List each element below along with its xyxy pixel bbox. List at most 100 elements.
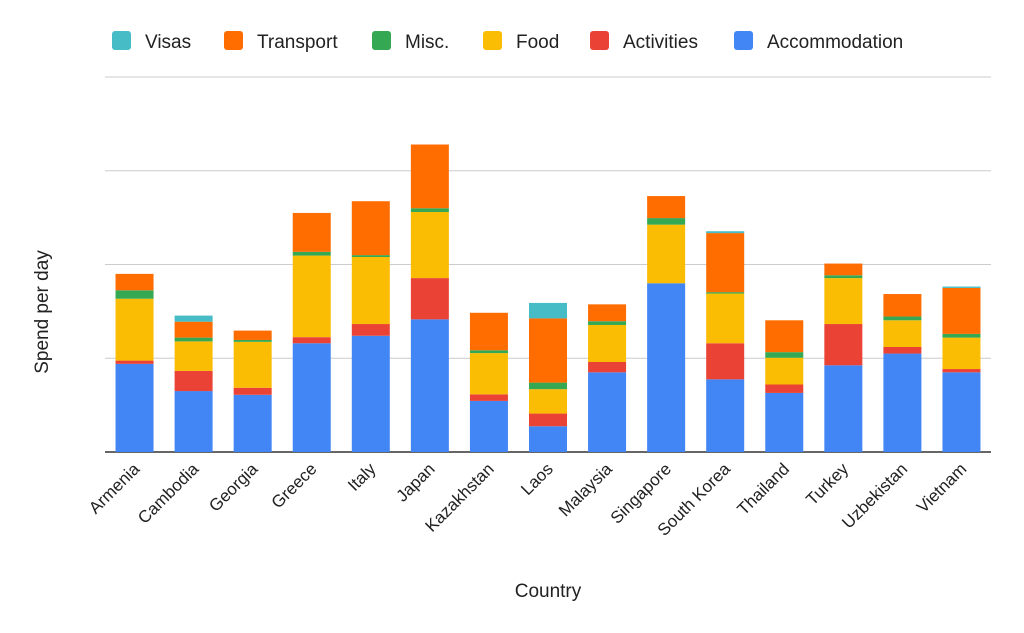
bar-segment-armenia-transport: [115, 273, 154, 291]
legend-swatch-accommodation: [734, 31, 753, 50]
bar-stack-armenia: [115, 273, 154, 452]
bar-segment-cambodia-activities: [174, 370, 213, 392]
bar-stack-singapore: [647, 196, 686, 452]
bar-segment-thailand-transport: [765, 320, 804, 353]
bar-segment-malaysia-food: [588, 324, 627, 362]
bar-segment-laos-misc: [529, 382, 567, 390]
bar-segment-south-korea-misc: [706, 292, 745, 294]
bar-segment-japan-transport: [410, 144, 449, 209]
bar-segment-kazakhstan-activities: [469, 394, 508, 401]
bar-segment-singapore-accommodation: [647, 283, 686, 452]
bar-segment-singapore-misc: [647, 218, 686, 225]
bar-segment-georgia-food: [233, 341, 272, 388]
bar-segment-singapore-food: [647, 224, 686, 284]
bar-segment-singapore-transport: [647, 196, 686, 219]
bar-segment-malaysia-misc: [588, 321, 627, 325]
bar-segment-kazakhstan-food: [469, 353, 508, 395]
bar-segment-georgia-misc: [233, 339, 272, 342]
bar-segment-cambodia-visas: [174, 315, 213, 322]
x-tick-label-vietnam: Vietnam: [913, 459, 970, 516]
bar-segment-armenia-activities: [115, 360, 154, 364]
bar-segment-georgia-activities: [233, 387, 272, 395]
bar-segment-italy-accommodation: [351, 335, 390, 452]
bar-segment-laos-food: [529, 389, 567, 414]
bar-segment-turkey-misc: [824, 275, 863, 279]
x-tick-label-malaysia: Malaysia: [555, 459, 616, 520]
bar-segment-malaysia-accommodation: [588, 372, 627, 452]
x-tick-label-turkey: Turkey: [802, 459, 852, 509]
x-tick-label-georgia: Georgia: [205, 459, 262, 516]
bar-segment-armenia-misc: [115, 290, 154, 299]
bar-segment-vietnam-visas: [942, 286, 981, 288]
bar-stack-thailand: [765, 320, 804, 452]
bar-stack-italy: [351, 201, 390, 452]
legend-swatch-visas: [112, 31, 131, 50]
bar-segment-uzbekistan-food: [883, 320, 922, 347]
bar-stack-turkey: [824, 263, 863, 452]
legend-item-activities: Activities: [590, 31, 698, 53]
bar-segment-italy-food: [351, 257, 390, 325]
bar-segment-greece-accommodation: [292, 343, 331, 452]
legend-item-misc: Misc.: [372, 31, 449, 53]
bar-segment-japan-food: [410, 212, 449, 279]
bar-stack-georgia: [233, 330, 272, 452]
bar-segment-uzbekistan-activities: [883, 347, 922, 354]
legend-label-activities: Activities: [623, 32, 698, 53]
bar-segment-cambodia-transport: [174, 321, 213, 338]
bar-segment-vietnam-misc: [942, 333, 981, 338]
bar-segment-south-korea-visas: [706, 231, 745, 234]
bar-segment-south-korea-activities: [706, 343, 745, 380]
bar-segment-turkey-accommodation: [824, 365, 863, 452]
bar-segment-south-korea-food: [706, 293, 745, 344]
bar-segment-turkey-transport: [824, 263, 863, 276]
bar-segment-armenia-food: [115, 298, 154, 361]
legend: Visas Transport Misc. Food Activities Accommo…: [112, 31, 903, 53]
legend-item-food: Food: [483, 31, 559, 53]
bar-segment-thailand-misc: [765, 352, 804, 358]
bar-segment-south-korea-accommodation: [706, 379, 745, 452]
bar-stack-malaysia: [588, 304, 627, 452]
bar-segment-malaysia-activities: [588, 362, 627, 373]
bar-segment-greece-activities: [292, 337, 331, 344]
bar-stack-laos: [529, 302, 567, 452]
bar-segment-armenia-accommodation: [115, 363, 154, 452]
bar-segment-japan-accommodation: [410, 319, 449, 452]
x-tick-label-greece: Greece: [268, 459, 321, 512]
bar-segment-uzbekistan-accommodation: [883, 353, 922, 452]
bar-segment-cambodia-misc: [174, 337, 213, 342]
bar-segment-laos-activities: [529, 413, 567, 427]
bar-segment-laos-visas: [529, 302, 567, 319]
legend-swatch-misc: [372, 31, 391, 50]
bar-segment-georgia-accommodation: [233, 394, 272, 452]
bar-segment-greece-misc: [292, 251, 331, 256]
bar-segment-thailand-food: [765, 357, 804, 385]
bar-segment-greece-transport: [292, 212, 331, 252]
bar-segment-italy-misc: [351, 255, 390, 257]
legend-swatch-transport: [224, 31, 243, 50]
bar-segment-malaysia-transport: [588, 304, 627, 322]
bar-segment-uzbekistan-transport: [883, 294, 922, 317]
bar-segment-turkey-food: [824, 278, 863, 325]
bar-stack-greece: [292, 212, 331, 452]
bar-stack-south-korea: [706, 231, 745, 452]
bar-segment-turkey-activities: [824, 324, 863, 366]
bar-segment-laos-accommodation: [529, 426, 567, 452]
bar-segment-georgia-transport: [233, 330, 272, 340]
x-tick-label-italy: Italy: [344, 459, 380, 495]
legend-item-transport: Transport: [224, 31, 338, 53]
y-axis-title: Spend per day: [32, 250, 53, 374]
x-tick-label-armenia: Armenia: [85, 459, 144, 518]
x-tick-label-laos: Laos: [517, 459, 557, 499]
bar-segment-kazakhstan-misc: [469, 350, 508, 354]
bar-segment-vietnam-activities: [942, 369, 981, 373]
bar-segment-kazakhstan-transport: [469, 312, 508, 351]
x-axis-title: Country: [515, 581, 582, 602]
bar-segment-cambodia-food: [174, 341, 213, 371]
bar-stack-japan: [410, 144, 449, 452]
bar-segment-laos-transport: [529, 318, 567, 383]
bar-stack-cambodia: [174, 315, 213, 452]
x-tick-label-thailand: Thailand: [734, 459, 794, 519]
bar-stack-kazakhstan: [469, 312, 508, 452]
bar-segment-italy-transport: [351, 201, 390, 256]
